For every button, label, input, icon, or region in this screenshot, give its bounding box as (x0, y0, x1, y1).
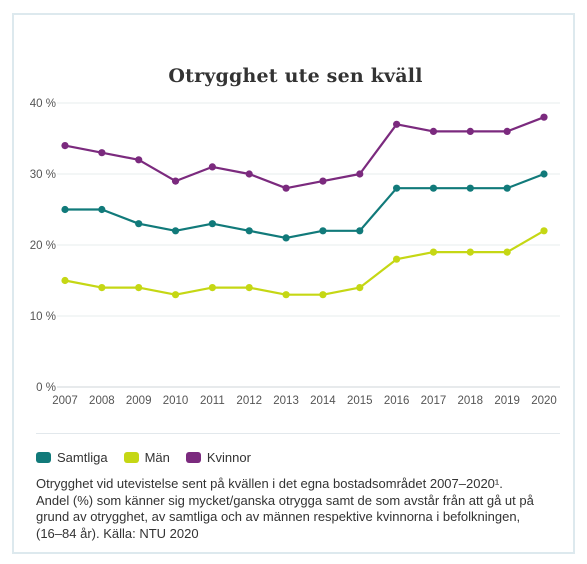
data-point (98, 205, 106, 214)
legend-item: Kvinnor (185, 449, 251, 465)
data-point (171, 177, 180, 185)
data-point (393, 120, 401, 128)
data-point (135, 284, 143, 292)
caption-line: Otrygghet vid utevistelse sent på kvälle… (36, 476, 503, 491)
x-tick-label: 2020 (531, 395, 557, 407)
data-point (208, 220, 216, 228)
data-point (319, 291, 327, 299)
data-point (503, 127, 511, 135)
x-tick-label: 2015 (347, 395, 373, 407)
legend-swatch (123, 451, 139, 463)
data-point (466, 184, 474, 192)
data-point (98, 149, 106, 157)
y-tick-label: 10 % (30, 311, 56, 323)
data-point (98, 284, 106, 292)
x-tick-label: 2018 (458, 395, 484, 407)
data-point (429, 184, 438, 192)
data-point (356, 284, 364, 292)
data-point (135, 156, 143, 164)
x-tick-label: 2008 (89, 395, 115, 407)
caption-line: grund av otrygghet, av samtliga och av m… (36, 509, 521, 524)
data-point (171, 227, 180, 235)
legend-label: Kvinnor (206, 449, 251, 465)
legend-separator (36, 433, 560, 434)
x-tick-label: 2009 (126, 395, 152, 407)
data-point (245, 227, 253, 235)
data-point (208, 163, 216, 171)
data-point (282, 234, 290, 242)
x-tick-label: 2010 (163, 395, 189, 407)
data-point (503, 248, 511, 256)
data-point (429, 127, 438, 135)
data-point (61, 276, 69, 285)
data-point (319, 177, 327, 185)
data-point (356, 170, 364, 178)
data-point (540, 113, 548, 121)
data-point (208, 284, 216, 292)
chart-legend: Samtliga Män Kvinnor (36, 447, 251, 467)
legend-label: Män (144, 449, 170, 465)
x-tick-label: 2014 (310, 395, 336, 407)
caption-line: Andel (%) som känner sig mycket/ganska o… (36, 492, 534, 508)
data-point (282, 184, 290, 192)
y-tick-label: 0 % (36, 382, 56, 394)
legend-item: Män (123, 449, 170, 465)
caption-line: (16–84 år). Källa: NTU 2020 (36, 525, 199, 541)
legend-swatch (36, 451, 51, 463)
x-tick-label: 2019 (494, 395, 520, 407)
data-point (393, 184, 401, 192)
data-point (503, 184, 511, 192)
series-line (64, 229, 545, 296)
data-point (245, 284, 253, 292)
data-point (540, 227, 548, 235)
x-tick-label: 2012 (236, 395, 262, 407)
legend-item: Samtliga (36, 450, 108, 465)
x-tick-label: 2011 (200, 395, 225, 407)
data-point (61, 142, 69, 150)
data-point (282, 291, 290, 299)
data-point (540, 170, 548, 178)
data-point (466, 248, 474, 256)
x-tick-label: 2016 (384, 395, 410, 407)
chart-title: Otrygghet ute sen kväll (168, 65, 423, 87)
y-tick-label: 20 % (30, 240, 56, 252)
data-point (319, 227, 327, 235)
legend-swatch (185, 451, 201, 463)
legend-label: Samtliga (57, 449, 108, 465)
x-tick-label: 2013 (273, 395, 299, 407)
data-point (393, 255, 401, 263)
x-tick-label: 2007 (52, 395, 78, 407)
data-point (61, 205, 69, 214)
data-point (429, 248, 438, 256)
data-point (245, 170, 253, 178)
x-tick-label: 2017 (421, 395, 447, 407)
data-point (356, 227, 364, 235)
series-line (65, 172, 545, 239)
y-tick-label: 30 % (30, 169, 56, 181)
data-point (466, 127, 474, 135)
data-point (135, 220, 143, 228)
chart-caption: Otrygghet vid utevistelse sent på kvälle… (36, 476, 556, 542)
data-point (171, 291, 180, 299)
y-tick-label: 40 % (30, 98, 56, 110)
series-line (64, 116, 545, 190)
